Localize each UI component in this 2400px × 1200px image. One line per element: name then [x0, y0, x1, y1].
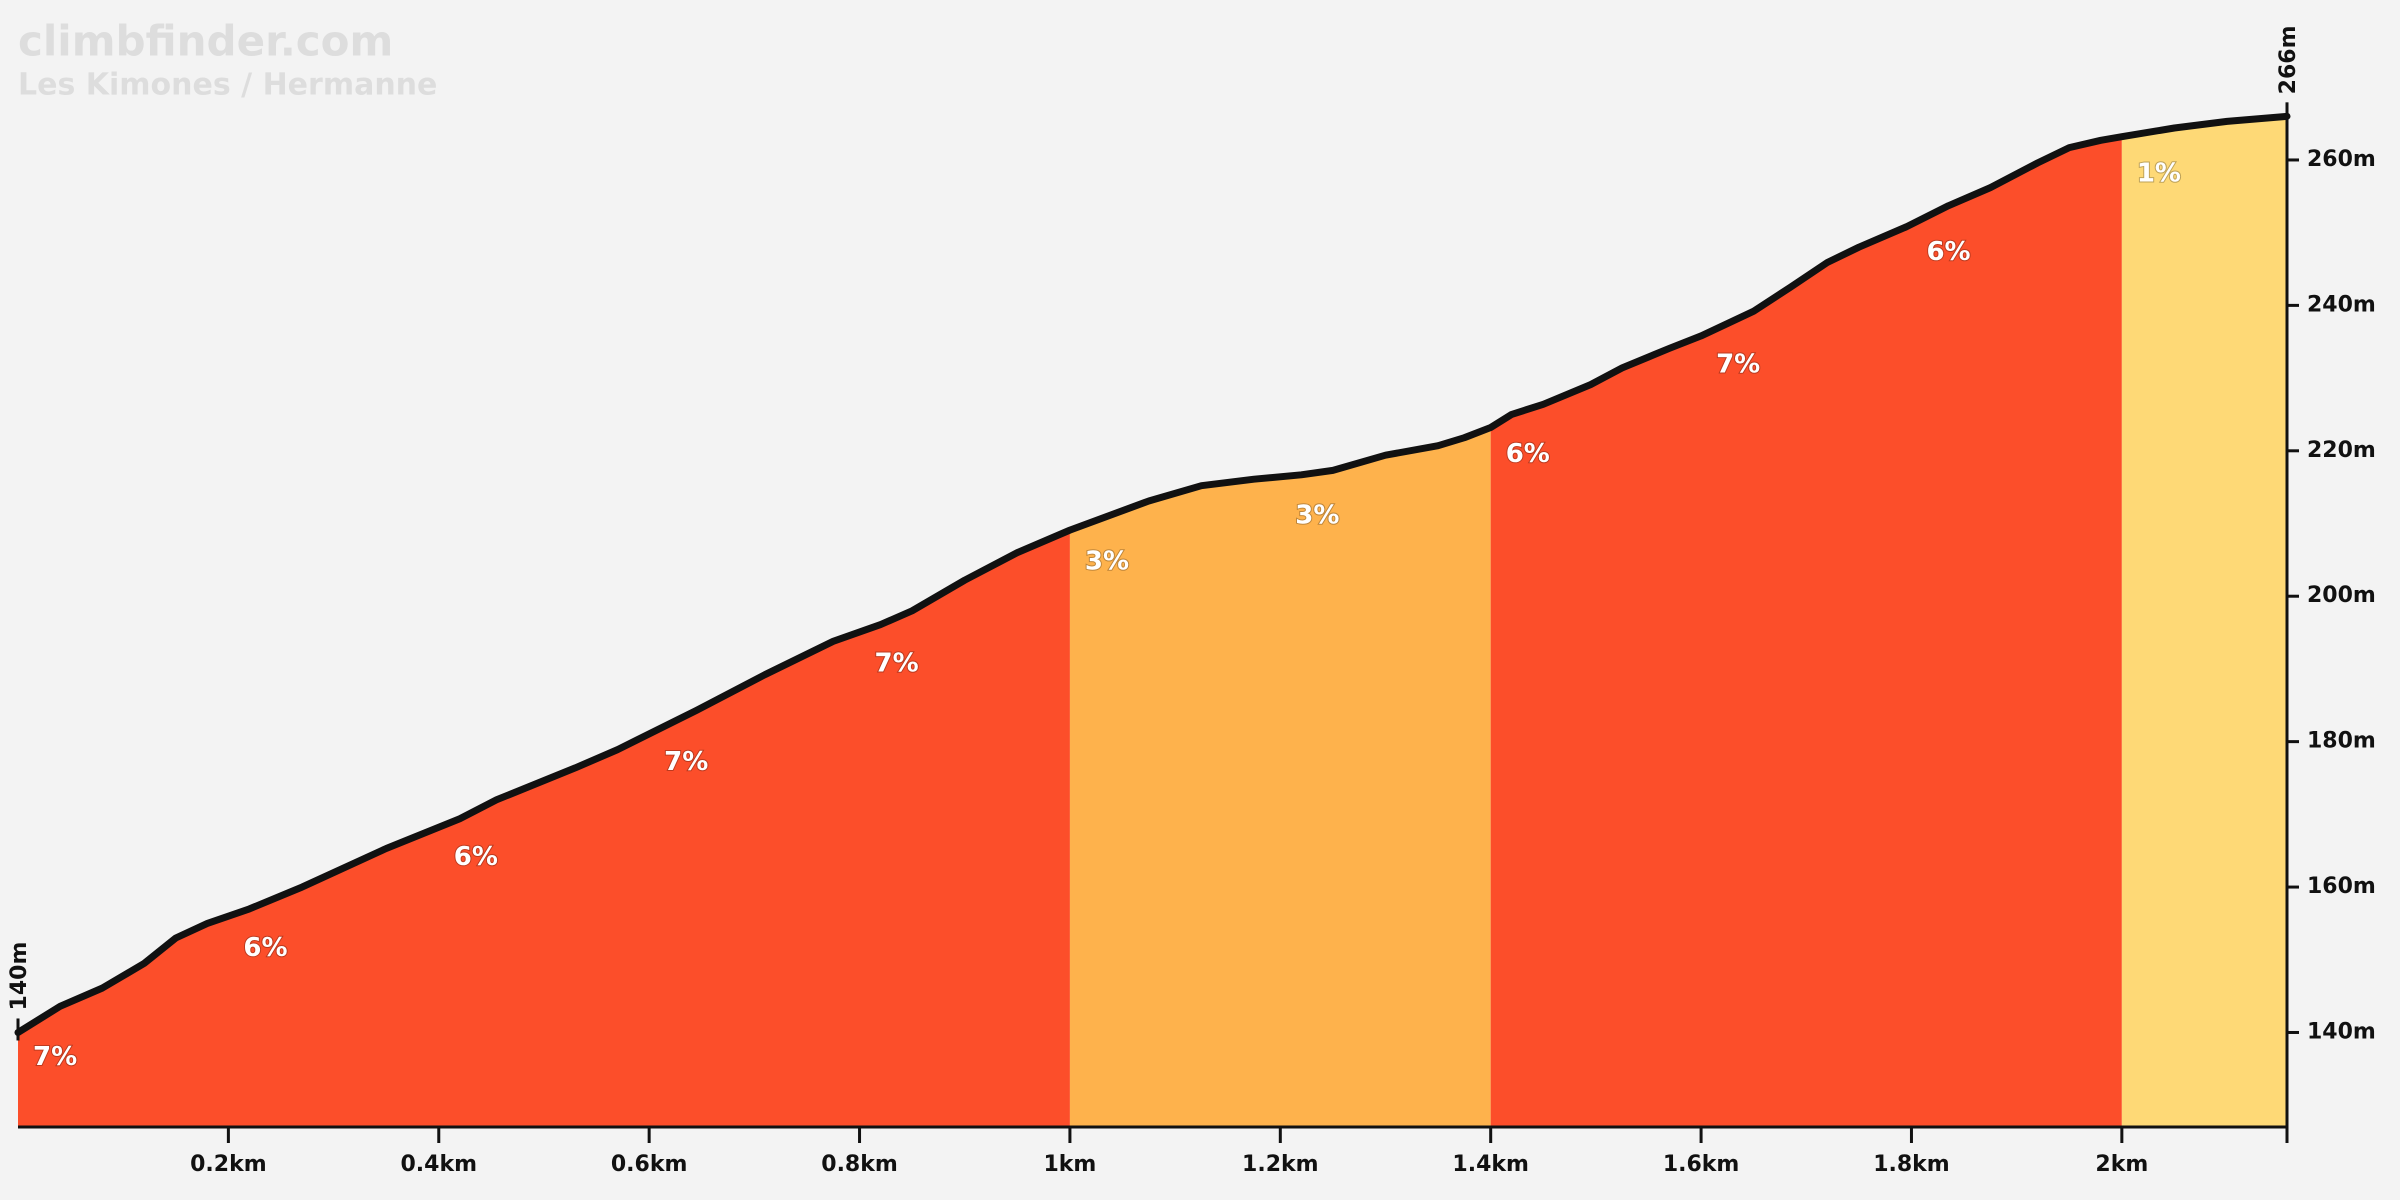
y-tick-label: 200m — [2307, 583, 2376, 608]
x-tick-label: 2km — [2095, 1152, 2148, 1177]
grade-label: 7% — [875, 648, 919, 678]
grade-label: 6% — [1506, 439, 1550, 469]
grade-label: 3% — [1085, 547, 1129, 577]
y-tick-label: 260m — [2307, 147, 2376, 172]
x-tick-label: 0.6km — [611, 1152, 688, 1177]
x-tick-label: 1km — [1043, 1152, 1096, 1177]
profile-line — [14, 112, 2291, 1036]
y-tick-label: 220m — [2307, 438, 2376, 463]
x-tick-label: 1.4km — [1452, 1152, 1529, 1177]
grade-label: 7% — [664, 747, 708, 777]
grade-label: 3% — [1295, 500, 1339, 530]
x-tick-label: 1.2km — [1242, 1152, 1319, 1177]
grade-label: 7% — [1716, 350, 1760, 380]
end-label: 266m — [2276, 25, 2301, 94]
segment — [18, 116, 1070, 1127]
grade-label: 6% — [454, 842, 498, 872]
x-tick-label: 1.8km — [1873, 1152, 1950, 1177]
x-tick-label: 0.4km — [401, 1152, 478, 1177]
x-tick-label: 0.2km — [190, 1152, 267, 1177]
segment — [1069, 116, 1491, 1127]
y-tick-label: 140m — [2307, 1019, 2376, 1044]
start-label: 140m — [7, 942, 32, 1011]
grade-label: 7% — [33, 1042, 77, 1072]
grade-label: 1% — [2137, 159, 2181, 189]
segment — [2121, 116, 2287, 1127]
grade-label: 6% — [243, 933, 287, 963]
x-tick-label: 0.8km — [821, 1152, 898, 1177]
x-tick-label: 1.6km — [1663, 1152, 1740, 1177]
y-tick-label: 180m — [2307, 729, 2376, 754]
y-tick-label: 160m — [2307, 874, 2376, 899]
chart-subtitle: Les Kimones / Hermanne — [18, 68, 437, 103]
y-tick-label: 240m — [2307, 292, 2376, 317]
grade-label: 6% — [1926, 237, 1970, 267]
chart-title: climbfinder.com — [18, 17, 393, 66]
